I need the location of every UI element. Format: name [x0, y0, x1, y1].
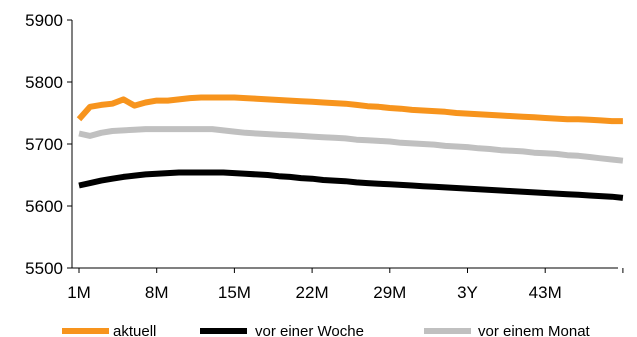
legend-label-1: vor einer Woche — [255, 323, 364, 337]
x-axis-ticks: 1M 8M 15M 22M 29M 3Y 43M — [67, 268, 624, 302]
x-tick-label: 8M — [145, 283, 169, 302]
x-tick-label: 22M — [296, 283, 329, 302]
y-axis-ticks: 5500 5600 5700 5800 5900 — [25, 11, 72, 278]
x-tick-label: 15M — [218, 283, 251, 302]
y-tick-label: 5700 — [25, 135, 63, 154]
x-tick-label: 29M — [373, 283, 406, 302]
y-tick-label: 5900 — [25, 11, 63, 30]
chart-axes — [71, 20, 618, 269]
x-tick-label: 43M — [529, 283, 562, 302]
y-tick-label: 5500 — [25, 259, 63, 278]
chart-series — [76, 94, 624, 201]
x-tick-label: 1M — [67, 283, 91, 302]
legend-label-0: aktuell — [113, 323, 156, 337]
series-line-2 — [78, 126, 624, 164]
chart-legend: aktuell vor einer Woche vor einem Monat — [62, 323, 591, 337]
series-line-0 — [76, 94, 623, 125]
x-tick-label: 3Y — [457, 283, 478, 302]
series-line-1 — [78, 169, 624, 201]
y-tick-label: 5800 — [25, 73, 63, 92]
legend-label-2: vor einem Monat — [478, 323, 591, 337]
y-tick-label: 5600 — [25, 197, 63, 216]
